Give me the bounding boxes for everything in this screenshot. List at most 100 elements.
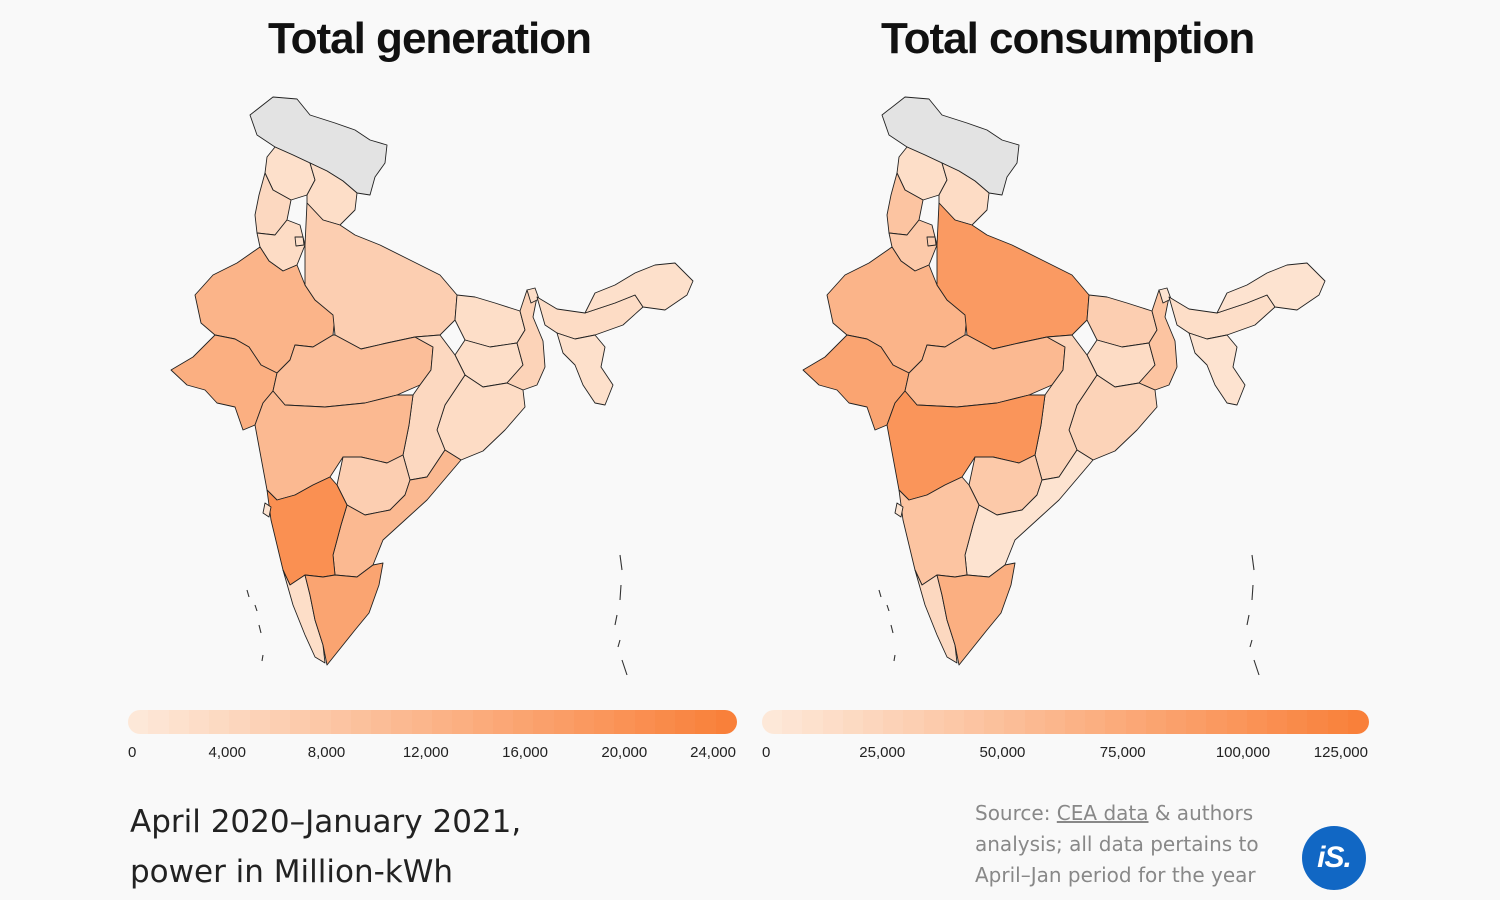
scale-step xyxy=(1085,710,1107,734)
subtitle-unit: power in Million-kWh xyxy=(130,854,454,890)
scale-step xyxy=(350,710,373,734)
scale-step xyxy=(168,710,190,734)
scale-step xyxy=(1105,710,1127,734)
scale-step xyxy=(1186,710,1208,734)
scale-tick-label: 75,000 xyxy=(1099,744,1146,761)
scale-tick-label: 0 xyxy=(762,744,771,761)
island-outline xyxy=(246,554,628,676)
source-prefix: Source: xyxy=(975,801,1057,825)
scale-tick-label: 125,000 xyxy=(1313,744,1368,761)
state-bh xyxy=(1086,294,1158,348)
scale-tick-label: 12,000 xyxy=(402,744,449,761)
consumption-color-scale xyxy=(762,710,1369,734)
scale-step xyxy=(1125,710,1147,734)
scale-tick-label: 100,000 xyxy=(1215,744,1271,761)
scale-step xyxy=(715,710,737,734)
scale-tick-label: 50,000 xyxy=(979,744,1026,761)
scale-step xyxy=(1166,710,1188,734)
source-rest: & authors analysis; all data pertains to… xyxy=(975,801,1259,887)
scale-step xyxy=(1347,710,1369,734)
scale-step xyxy=(675,710,697,734)
consumption-map-title: Total consumption xyxy=(881,14,1255,63)
scale-step xyxy=(695,710,717,734)
scale-step xyxy=(802,710,824,734)
state-goa xyxy=(894,502,904,518)
state-ne xyxy=(1188,262,1326,406)
scale-step xyxy=(822,710,844,734)
scale-step xyxy=(1226,710,1248,734)
island-territories xyxy=(878,554,1260,676)
scale-step xyxy=(1287,710,1309,734)
scale-step xyxy=(249,710,271,734)
scale-step xyxy=(964,710,986,734)
scale-step xyxy=(148,710,170,734)
scale-step xyxy=(1065,710,1087,734)
scale-step xyxy=(533,710,555,734)
state-dl xyxy=(926,236,937,247)
subtitle-period: April 2020–January 2021, xyxy=(130,804,522,840)
scale-step xyxy=(128,710,150,734)
island-outline xyxy=(878,554,1260,676)
scale-step xyxy=(452,710,474,734)
scale-step xyxy=(513,710,535,734)
scale-step xyxy=(472,710,494,734)
scale-tick-label: 0 xyxy=(128,744,137,761)
map-subtitle: April 2020–January 2021, power in Millio… xyxy=(130,797,521,897)
scale-step xyxy=(553,710,575,734)
scale-step xyxy=(492,710,515,734)
generation-color-scale xyxy=(128,710,737,734)
source-link[interactable]: CEA data xyxy=(1056,801,1149,825)
scale-step xyxy=(943,710,965,734)
state-dl xyxy=(294,236,305,247)
state-as xyxy=(536,294,644,340)
scale-step xyxy=(842,710,864,734)
scale-step xyxy=(573,710,596,734)
scale-step xyxy=(1246,710,1268,734)
state-tn xyxy=(304,562,384,666)
scale-step xyxy=(903,710,925,734)
state-as xyxy=(1168,294,1276,340)
state-bh xyxy=(454,294,526,348)
scale-tick-label: 16,000 xyxy=(502,744,548,761)
scale-step xyxy=(310,710,332,734)
scale-step xyxy=(269,710,292,734)
scale-step xyxy=(411,710,433,734)
state-hp xyxy=(896,146,948,201)
scale-step xyxy=(782,710,804,734)
scale-step xyxy=(290,710,312,734)
scale-step xyxy=(634,710,656,734)
indiaspend-logo: iS. xyxy=(1302,826,1366,890)
scale-tick-label: 8,000 xyxy=(307,744,346,761)
consumption-choropleth-map xyxy=(802,96,1326,676)
scale-step xyxy=(1004,710,1026,734)
scale-step xyxy=(229,710,251,734)
generation-map-title: Total generation xyxy=(268,14,592,63)
state-tn xyxy=(936,562,1016,666)
scale-step xyxy=(923,710,945,734)
generation-choropleth-map xyxy=(170,96,694,676)
source-note: Source: CEA data & authors analysis; all… xyxy=(975,798,1295,891)
scale-step xyxy=(984,710,1006,734)
scale-step xyxy=(614,710,636,734)
scale-step xyxy=(654,710,677,734)
scale-step xyxy=(594,710,616,734)
scale-step xyxy=(330,710,352,734)
scale-step xyxy=(371,710,393,734)
state-goa xyxy=(262,502,272,518)
state-ne xyxy=(556,262,694,406)
scale-step xyxy=(1044,710,1066,734)
scale-step xyxy=(1307,710,1329,734)
state-ka xyxy=(898,476,980,586)
scale-tick-label: 4,000 xyxy=(208,744,247,761)
state-hp xyxy=(264,146,316,201)
scale-step xyxy=(883,710,905,734)
scale-tick-label: 20,000 xyxy=(601,744,648,761)
scale-step xyxy=(1327,710,1349,734)
scale-step xyxy=(1267,710,1289,734)
scale-step xyxy=(432,710,454,734)
scale-step xyxy=(188,710,211,734)
scale-tick-label: 24,000 xyxy=(690,744,736,761)
island-territories xyxy=(246,554,628,676)
state-ka xyxy=(266,476,348,586)
scale-step xyxy=(762,710,784,734)
